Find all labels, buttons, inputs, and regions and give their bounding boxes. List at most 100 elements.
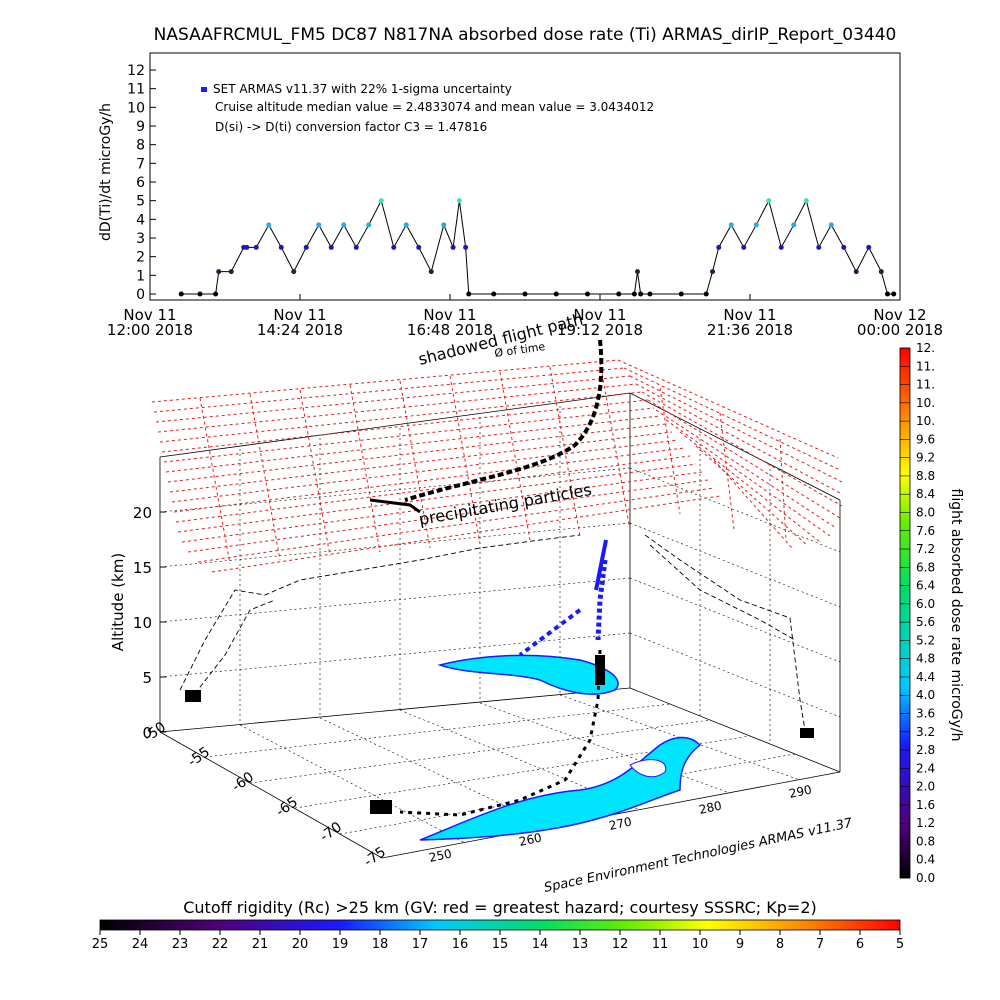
dose-tick-label: 6.0 — [916, 597, 935, 611]
y-tick-label: 5 — [136, 194, 145, 210]
dose-tick-label: 8.8 — [916, 469, 935, 483]
y-tick-label: 9 — [136, 119, 145, 135]
rigidity-tick-label: 19 — [332, 937, 349, 952]
dose-rate-point — [366, 222, 372, 228]
y-tick-label: 10 — [127, 100, 145, 116]
dose-tick-label: 2.0 — [916, 780, 935, 794]
dose-tick-label: 4.8 — [916, 652, 935, 666]
dose-tick-label: 4.0 — [916, 688, 935, 702]
rigidity-tick-label: 15 — [492, 937, 509, 952]
rigidity-tick-label: 9 — [736, 937, 744, 952]
latitude-tick-label: -70 — [317, 819, 345, 845]
dose-rate-point — [866, 244, 872, 250]
longitude-ticks: 250 260 270 280 290 — [428, 782, 813, 864]
dose-rate-point — [403, 222, 409, 228]
dose-rate-point — [178, 291, 184, 297]
rigidity-tick-label: 25 — [92, 937, 109, 952]
dose-rate-point — [416, 244, 422, 250]
dose-tick-label: 2.8 — [916, 743, 935, 757]
dose-rate-point — [631, 291, 637, 297]
chart-title: NASAAFRCMUL_FM5 DC87 N817NA absorbed dos… — [154, 25, 897, 45]
dose-colorbar-ticks: 0.0 0.4 0.8 1.2 1.6 2.0 2.4 2.8 3.2 3.6 4.0 4.4 4.8 5… — [900, 341, 935, 885]
legend-line-2: Cruise altitude median value = 2.4833074… — [215, 100, 654, 114]
dose-rate-point — [253, 244, 259, 250]
dose-rate-point — [638, 291, 644, 297]
dose-rate-point — [228, 269, 234, 275]
longitude-tick-label: 280 — [698, 798, 723, 816]
x-tick-label-date: Nov 11 — [273, 306, 326, 324]
dose-colorbar — [899, 347, 911, 879]
dose-rate-point — [466, 291, 472, 297]
3d-box — [159, 392, 841, 859]
altitude-tick-label: 5 — [142, 669, 152, 687]
dose-rate-point — [291, 269, 297, 275]
y-tick-label: 11 — [127, 82, 145, 98]
dose-rate-point — [766, 198, 772, 204]
dose-rate-point — [456, 198, 462, 204]
dose-tick-label: 10. — [916, 396, 935, 410]
longitude-tick-label: 270 — [608, 814, 633, 832]
dose-rate-point — [463, 244, 469, 250]
rigidity-colorbar — [99, 919, 901, 931]
dose-rate-point — [635, 269, 640, 275]
dose-tick-label: 9.6 — [916, 432, 935, 446]
dose-tick-label: 3.6 — [916, 707, 935, 721]
annotation-precipitating-particles: precipitating particles — [417, 480, 593, 529]
rigidity-tick-label: 6 — [856, 937, 864, 952]
rigidity-tick-label: 14 — [532, 937, 549, 952]
dose-rate-point — [885, 291, 890, 297]
dose-rate-point — [616, 291, 622, 297]
dose-rate-point — [303, 244, 309, 250]
dose-rate-point — [378, 198, 384, 204]
rigidity-tick-label: 22 — [212, 937, 229, 952]
ground-shadow-clusters — [185, 655, 814, 814]
dose-rate-point — [841, 244, 847, 250]
dose-rate-point — [341, 222, 347, 228]
x-tick-label-date: Nov 12 — [873, 306, 926, 324]
dose-rate-point — [244, 244, 250, 250]
x-tick-label-time: 21:36 2018 — [707, 321, 793, 339]
y-tick-label: 2 — [136, 250, 145, 266]
y-tick-label: 3 — [136, 231, 145, 247]
dose-rate-point — [316, 222, 322, 228]
x-tick-label-time: 00:00 2018 — [857, 321, 943, 339]
longitude-tick-label: 260 — [518, 830, 543, 848]
legend-line-1: SET ARMAS v11.37 with 22% 1-sigma uncert… — [213, 82, 512, 96]
dose-tick-label: 11. — [916, 359, 935, 373]
rigidity-tick-label: 10 — [692, 937, 709, 952]
rigidity-tick-label: 17 — [412, 937, 429, 952]
x-tick-label-time: 12:00 2018 — [107, 321, 193, 339]
rigidity-tick-label: 12 — [612, 937, 629, 952]
rigidity-colorbar-title: Cutoff rigidity (Rc) >25 km (GV: red = g… — [183, 898, 817, 917]
rigidity-tick-label: 23 — [172, 937, 189, 952]
precipitating-particles-mesh — [151, 359, 843, 573]
dose-rate-point — [522, 291, 528, 297]
y-tick-label: 12 — [127, 63, 145, 79]
latitude-tick-label: -75 — [361, 844, 389, 870]
dose-rate-point — [891, 291, 897, 297]
dose-tick-label: 5.2 — [916, 633, 935, 647]
rigidity-tick-label: 7 — [816, 937, 824, 952]
dose-rate-point — [728, 222, 734, 228]
dose-rate-point — [450, 244, 456, 250]
dose-tick-label: 0.8 — [916, 834, 935, 848]
dose-tick-label: 1.6 — [916, 798, 935, 812]
dose-tick-label: 0.0 — [916, 871, 935, 885]
longitude-tick-label: 290 — [788, 782, 813, 800]
rigidity-tick-label: 11 — [652, 937, 669, 952]
top-plot-frame — [149, 52, 901, 301]
dose-rate-series — [178, 198, 897, 297]
rigidity-tick-label: 5 — [896, 937, 904, 952]
x-tick-label-date: Nov 11 — [423, 306, 476, 324]
dose-rate-point — [197, 291, 203, 297]
dose-rate-point — [428, 269, 434, 275]
dose-tick-label: 7.6 — [916, 524, 935, 538]
rigidity-tick-label: 8 — [776, 937, 784, 952]
dose-rate-point — [647, 291, 653, 297]
dose-rate-point — [878, 269, 884, 275]
dose-tick-label: 8.4 — [916, 487, 935, 501]
x-tick-label-date: Nov 11 — [573, 306, 626, 324]
dose-rate-point — [753, 222, 759, 228]
x-tick-label-time: 16:48 2018 — [407, 321, 493, 339]
